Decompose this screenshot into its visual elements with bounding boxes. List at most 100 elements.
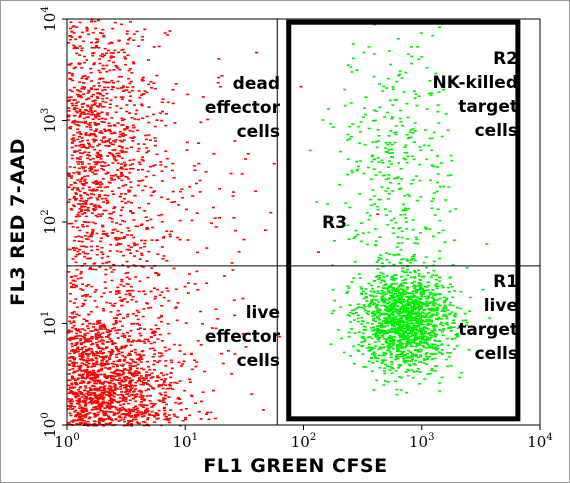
- data-point: [93, 394, 97, 397]
- data-point: [135, 250, 139, 252]
- data-point: [455, 344, 459, 347]
- data-point: [381, 300, 385, 303]
- data-point: [78, 141, 82, 143]
- data-point: [468, 310, 472, 313]
- data-point: [70, 157, 74, 160]
- data-point: [210, 327, 214, 329]
- data-point: [104, 422, 108, 425]
- data-point: [406, 360, 410, 362]
- data-point: [391, 88, 395, 90]
- data-point: [147, 106, 151, 108]
- data-point: [421, 329, 425, 331]
- data-point: [358, 193, 362, 195]
- data-point: [143, 328, 146, 330]
- data-point: [98, 266, 102, 268]
- data-point: [383, 325, 387, 328]
- data-point: [141, 420, 145, 423]
- data-point: [419, 195, 423, 198]
- data-point: [423, 129, 427, 131]
- data-point: [415, 370, 419, 373]
- data-point: [331, 310, 335, 312]
- data-point: [101, 67, 105, 70]
- data-point: [393, 254, 397, 256]
- data-point: [156, 274, 160, 277]
- data-point: [354, 229, 358, 232]
- data-point: [403, 213, 407, 216]
- data-point: [124, 385, 128, 387]
- data-point: [364, 329, 367, 331]
- data-point: [97, 115, 101, 118]
- data-point: [72, 122, 76, 124]
- data-point: [105, 112, 109, 114]
- data-point: [77, 215, 81, 217]
- data-point: [116, 379, 120, 381]
- data-point: [165, 373, 169, 376]
- data-point: [149, 402, 153, 405]
- data-point: [427, 318, 431, 321]
- data-point: [363, 113, 367, 116]
- data-point: [87, 116, 91, 118]
- data-point: [129, 252, 133, 254]
- data-point: [375, 276, 378, 278]
- data-point: [402, 157, 406, 160]
- data-point: [128, 380, 132, 383]
- data-point: [107, 415, 111, 418]
- data-point: [140, 223, 144, 225]
- data-point: [402, 314, 406, 317]
- data-point: [88, 170, 92, 172]
- data-point: [452, 326, 456, 328]
- data-point: [368, 336, 372, 338]
- data-point: [95, 343, 99, 346]
- data-point: [133, 365, 137, 367]
- data-point: [85, 125, 89, 128]
- data-point: [392, 254, 396, 256]
- data-point: [105, 346, 109, 349]
- data-point: [408, 131, 412, 133]
- data-point: [411, 228, 415, 231]
- data-point: [393, 305, 397, 307]
- data-point: [139, 340, 143, 343]
- data-point: [110, 362, 114, 365]
- data-point: [96, 38, 99, 41]
- data-point: [426, 308, 430, 310]
- data-point: [127, 200, 131, 203]
- data-point: [439, 162, 443, 164]
- data-point: [416, 305, 420, 308]
- data-point: [91, 397, 95, 400]
- data-point: [76, 346, 80, 349]
- data-point: [396, 176, 400, 178]
- data-point: [438, 276, 442, 279]
- data-point: [183, 353, 187, 355]
- data-point: [130, 350, 134, 352]
- data-point: [87, 391, 91, 394]
- data-point: [449, 330, 453, 332]
- data-point: [129, 181, 133, 183]
- data-point: [367, 46, 371, 48]
- data-point: [70, 405, 74, 407]
- data-point: [394, 331, 397, 334]
- data-point: [80, 96, 83, 99]
- data-point: [434, 340, 438, 342]
- data-point: [84, 371, 88, 373]
- data-point: [159, 316, 163, 318]
- data-point: [380, 262, 384, 264]
- data-point: [412, 341, 416, 344]
- data-point: [102, 414, 106, 417]
- data-point: [115, 250, 119, 252]
- data-point: [126, 385, 130, 387]
- data-point: [112, 269, 116, 271]
- data-point: [372, 195, 376, 197]
- data-point: [135, 411, 139, 414]
- data-point: [380, 186, 384, 188]
- data-point: [153, 164, 157, 166]
- data-point: [122, 285, 126, 287]
- data-point: [143, 28, 147, 31]
- data-point: [379, 271, 383, 274]
- data-point: [360, 222, 363, 224]
- data-point: [135, 30, 139, 33]
- data-point: [431, 289, 435, 291]
- data-point: [121, 373, 125, 376]
- data-point: [382, 287, 386, 290]
- data-point: [96, 411, 100, 414]
- data-point: [118, 136, 122, 138]
